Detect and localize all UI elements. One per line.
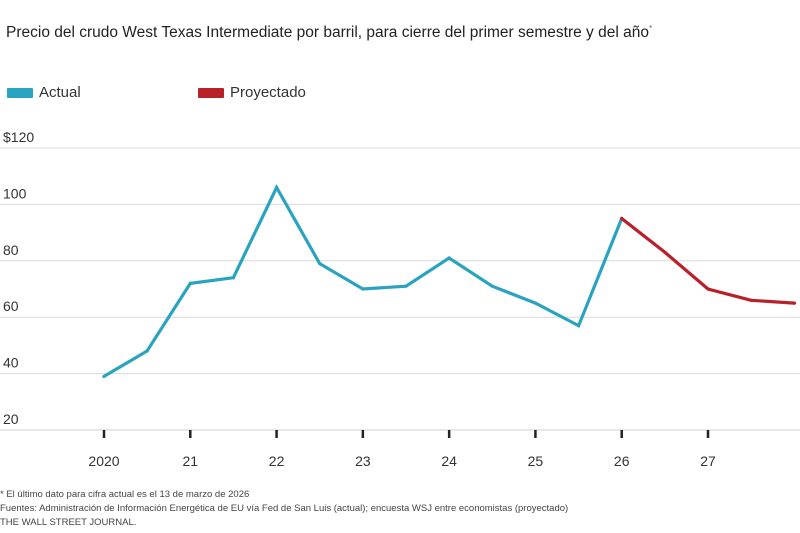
data-point-actual-10 (533, 301, 538, 305)
y-tick-label-40: 40 (3, 355, 19, 371)
x-tick-label-25: 25 (528, 453, 544, 469)
data-point-actual-7 (404, 284, 408, 288)
data-point-actual-11 (576, 324, 581, 328)
footnote-last-data: * El último dato para cifra actual es el… (0, 489, 250, 500)
y-tick-label-60: 60 (3, 298, 19, 314)
y-tick-label-100: 100 (3, 185, 27, 201)
data-point-actual-8 (447, 256, 451, 260)
title-footnote-marker: * (648, 24, 653, 33)
footnote-sources: Fuentes: Administración de Información E… (0, 503, 569, 514)
y-tick-label-20: 20 (3, 411, 19, 427)
data-point-actual-6 (361, 287, 365, 291)
x-tick-label-21: 21 (182, 453, 198, 469)
x-tick-label-26: 26 (614, 453, 630, 469)
legend-item-actual: Actual (7, 84, 81, 101)
y-tick-label-80: 80 (3, 242, 19, 258)
data-point-proyectado-3 (749, 298, 753, 302)
footnote-publisher: THE WALL STREET JOURNAL. (0, 517, 137, 528)
data-point-proyectado-4 (792, 301, 796, 305)
data-point-actual-4 (274, 185, 279, 190)
data-point-proyectado-0 (620, 216, 624, 221)
legend-label-actual: Actual (39, 84, 81, 101)
y-tick-label-120: $120 (3, 129, 34, 145)
data-point-actual-3 (231, 276, 236, 280)
series-line-actual (102, 184, 624, 378)
x-tick-label-22: 22 (269, 453, 285, 469)
legend-label-proyectado: Proyectado (230, 84, 306, 101)
legend-swatch-proyectado (198, 87, 224, 98)
x-tick-label-24: 24 (441, 453, 457, 469)
x-tick-label-2020: 2020 (88, 453, 119, 469)
x-tick-label-27: 27 (700, 453, 716, 469)
legend-swatch-actual (7, 87, 33, 98)
data-point-actual-2 (188, 281, 192, 285)
data-point-actual-1 (145, 349, 149, 353)
data-point-actual-5 (318, 262, 322, 266)
data-point-proyectado-1 (663, 250, 667, 254)
x-tick-label-23: 23 (355, 453, 371, 469)
legend-item-proyectado: Proyectado (198, 84, 306, 101)
data-point-actual-9 (490, 284, 494, 288)
chart-title: Precio del crudo West Texas Intermediate… (6, 24, 653, 42)
data-point-proyectado-2 (706, 287, 710, 291)
data-point-actual-0 (102, 374, 106, 379)
